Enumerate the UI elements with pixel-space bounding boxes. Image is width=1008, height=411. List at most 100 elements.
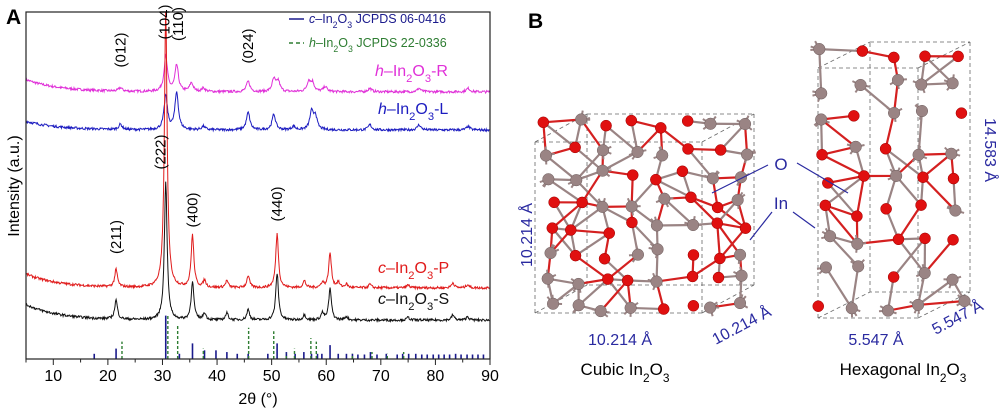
bond xyxy=(884,112,896,150)
hkl-label: (222) xyxy=(152,134,169,169)
indium-atom xyxy=(547,297,560,310)
bond xyxy=(855,175,866,217)
bond xyxy=(922,152,953,179)
indium-atom xyxy=(596,164,609,177)
oxygen-atom xyxy=(565,224,577,236)
bond xyxy=(542,121,576,149)
bond xyxy=(824,266,853,309)
x-tick-label: 10 xyxy=(44,368,62,385)
indium-atom xyxy=(570,174,583,187)
indium-atom xyxy=(918,266,931,280)
oxygen-atom xyxy=(711,217,724,229)
indium-atom xyxy=(572,277,585,291)
oxygen-label: O xyxy=(774,155,787,174)
bond xyxy=(923,239,954,274)
indium-atom xyxy=(949,204,962,217)
indium-atom xyxy=(849,140,862,153)
x-tick-label: 80 xyxy=(427,368,445,385)
indium-atom xyxy=(958,294,971,308)
hkl-annotations: (012) (104)(110) (024) (222) (211) (400) (440) xyxy=(108,4,286,253)
bond xyxy=(917,278,954,306)
panel-b-label: B xyxy=(528,10,543,33)
oxygen-atom xyxy=(917,171,929,184)
oxygen-atom xyxy=(812,300,825,312)
indium-atom xyxy=(824,230,837,243)
x-tick-label: 90 xyxy=(481,368,499,385)
oxygen-atom xyxy=(681,115,694,127)
indium-atom xyxy=(542,173,555,186)
bond xyxy=(551,227,577,257)
bond xyxy=(884,147,924,179)
oxygen-atom xyxy=(685,191,697,204)
hexagonal-structure xyxy=(810,40,973,319)
hkl-label: (012) xyxy=(112,32,129,67)
bond xyxy=(663,197,694,226)
x-axis-ticks: 10 20 30 40 50 60 70 80 90 xyxy=(25,359,499,385)
oxygen-atom xyxy=(676,165,689,178)
indium-atom xyxy=(594,305,607,318)
indium-atom xyxy=(738,117,752,131)
oxygen-atom xyxy=(714,144,727,156)
bond xyxy=(719,227,747,260)
indium-atom xyxy=(946,77,959,90)
oxygen-atom xyxy=(880,203,892,215)
indium-atom xyxy=(706,172,719,185)
reference-sticks xyxy=(93,315,485,359)
oxygen-atom xyxy=(603,227,616,239)
indium-atom xyxy=(734,171,748,184)
indium-atom xyxy=(572,299,585,312)
indium-atom xyxy=(704,301,717,314)
indium-atom xyxy=(852,260,865,273)
bond xyxy=(545,154,577,182)
oxygen-atom xyxy=(887,271,900,283)
bond xyxy=(570,228,610,235)
oxygen-atom xyxy=(625,114,638,127)
hkl-label: (110) xyxy=(170,7,187,41)
hkl-label: (104) xyxy=(157,4,174,39)
oxygen-atom xyxy=(602,273,614,285)
oxygen-atom xyxy=(650,173,662,186)
indium-atom xyxy=(651,243,664,256)
oxygen-atom xyxy=(687,300,700,312)
series-label-c-s: c–In2O3-S xyxy=(378,291,449,313)
bond xyxy=(819,47,863,53)
indium-atom xyxy=(541,272,554,285)
oxygen-atom xyxy=(621,274,634,287)
oxygen-atom xyxy=(856,45,869,57)
bond xyxy=(924,55,954,85)
hkl-label: (024) xyxy=(240,28,257,63)
oxygen-atom xyxy=(600,119,612,132)
plot-frame xyxy=(25,11,491,360)
arrow-o-hex xyxy=(796,162,849,194)
hex-dim-c: 14.583 Å xyxy=(981,118,1000,182)
indium-atom xyxy=(845,302,858,315)
bond xyxy=(922,176,957,212)
indium-atom xyxy=(650,219,663,232)
legend-label-hexagonal: h–In2O3 JCPDS 22-0336 xyxy=(309,36,447,54)
arrow-in-hex xyxy=(792,211,816,229)
bond xyxy=(574,254,609,281)
oxygen-atom xyxy=(952,50,964,63)
indium-atom xyxy=(815,87,828,100)
oxygen-atom xyxy=(598,253,611,265)
oxygen-atom xyxy=(626,216,638,229)
xrd-series-1 xyxy=(25,91,491,133)
oxygen-atom xyxy=(657,303,670,315)
indium-atom xyxy=(731,193,744,207)
bond xyxy=(829,235,860,268)
x-tick-label: 40 xyxy=(208,368,226,385)
x-tick-label: 70 xyxy=(372,368,390,385)
cubic-dim-c: 10.214 Å xyxy=(517,203,536,267)
bond xyxy=(826,182,858,217)
indium-atom xyxy=(813,43,826,56)
bond xyxy=(716,206,747,230)
series-label-c-p: c–In2O3-P xyxy=(378,260,449,282)
cubic-structure xyxy=(534,110,757,318)
oxygen-atom xyxy=(655,122,667,134)
oxygen-atom xyxy=(816,148,828,161)
oxygen-atom xyxy=(569,249,582,262)
oxygen-atom xyxy=(714,252,726,265)
oxygen-atom xyxy=(739,222,752,234)
oxygen-atom xyxy=(888,51,900,64)
indium-atom xyxy=(575,113,588,126)
